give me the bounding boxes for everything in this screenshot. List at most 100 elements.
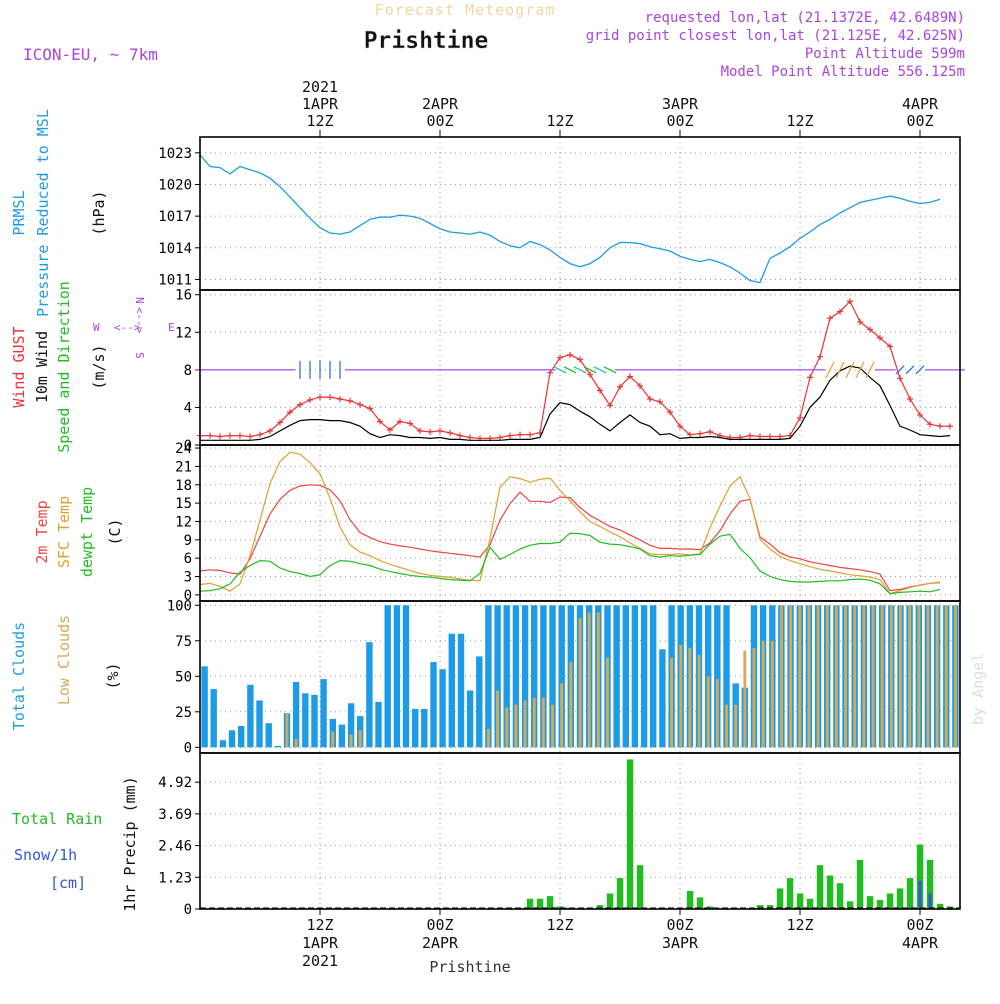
precip-ytick-label: 4.92: [158, 775, 192, 791]
gust-point: [927, 421, 933, 428]
compass-rose: N <--> S W <--> E: [93, 297, 175, 359]
low-cloud-bar: [358, 730, 362, 748]
total-cloud-bar: [302, 693, 309, 748]
pressure-ytick-label: 1017: [158, 209, 192, 225]
rain-bar: [836, 883, 844, 909]
gust-point: [577, 356, 583, 363]
low-cloud-bar: [715, 679, 719, 748]
total-cloud-bar: [439, 669, 446, 748]
wind-panel-labels: Wind GUST 10m Wind Speed and Direction (…: [10, 281, 175, 453]
wind-dir-arrow: [915, 365, 925, 375]
wind-ytick-label: 12: [175, 325, 192, 341]
gust-point: [247, 433, 253, 440]
rain-bar: [866, 896, 874, 909]
clouds-ytick-label: 75: [175, 634, 192, 650]
gust-point: [677, 423, 683, 430]
temp-panel: 0 3 6 9 12 15 18 21 24: [175, 441, 960, 604]
rain-bar: [796, 893, 804, 909]
low-cloud-bar: [670, 657, 673, 748]
gust-point: [397, 418, 403, 425]
wind-dir-arrow: [563, 366, 577, 374]
gust-point: [667, 409, 673, 416]
snow-bar: [918, 880, 922, 909]
precip-ytick-label: 2.46: [158, 839, 192, 855]
total-cloud-bar: [476, 656, 483, 748]
gust-point: [467, 434, 473, 441]
temp-frame: [199, 444, 961, 602]
gust-point: [947, 423, 953, 430]
low-cloud-bar: [844, 605, 847, 748]
gust-point: [367, 405, 373, 412]
gust-point: [797, 414, 803, 421]
gust-point: [937, 423, 943, 430]
total-cloud-bar: [613, 605, 620, 748]
gust-line: [200, 300, 950, 439]
gust-point: [857, 318, 863, 325]
gust-point: [557, 354, 563, 361]
wind-10m-label: 10m Wind: [33, 331, 51, 403]
total-rain-label: Total Rain: [12, 810, 102, 828]
rain-bar: [636, 865, 644, 909]
low-cloud-bar: [926, 605, 930, 748]
temp-unit-label: (C): [106, 518, 124, 545]
gust-point: [307, 396, 313, 403]
gust-point: [417, 427, 423, 434]
plot-layer: 1011 1014 1017 1020 1023 0 4 8 12 16 0 3 6 9 12 15 18 21 2…: [158, 78, 965, 970]
point-altitude: Point Altitude 599m: [805, 46, 965, 62]
clouds-ytick-label: 25: [175, 705, 192, 721]
bottom-time-hour: 00Z: [906, 916, 933, 934]
low-cloud-bar: [578, 618, 582, 748]
gust-point: [917, 411, 923, 418]
total-cloud-bar: [650, 605, 657, 748]
total-cloud-bar: [430, 662, 437, 748]
temp-sfc-label: SFC Temp: [55, 496, 73, 568]
precip-ytick-label: 3.69: [158, 807, 192, 823]
gust-point: [517, 431, 523, 438]
gust-point: [827, 315, 833, 322]
low-cloud-bar: [780, 605, 783, 748]
gust-point: [597, 387, 603, 394]
low-cloud-bar: [935, 605, 939, 748]
total-cloud-bar: [549, 605, 556, 748]
precip-ytick-label: 1.23: [158, 870, 192, 886]
total-cloud-bar: [512, 605, 520, 748]
gust-point: [897, 375, 903, 382]
gust-point: [437, 427, 443, 434]
low-cloud-bar: [761, 640, 765, 748]
rain-bar: [606, 893, 614, 909]
rain-bar: [906, 878, 914, 909]
gust-point: [457, 432, 463, 439]
gust-point: [847, 298, 853, 305]
gust-point: [887, 343, 893, 350]
rain-bar: [786, 878, 794, 909]
wind-ytick-label: 16: [175, 288, 192, 304]
rain-bar: [706, 906, 714, 909]
total-cloud-bar: [311, 694, 318, 748]
temp-2m-label: 2m Temp: [33, 500, 51, 563]
precip-ytick-label: 0: [184, 902, 192, 918]
rain-bar: [806, 898, 814, 909]
gust-point: [347, 397, 353, 404]
rain-bar: [546, 896, 554, 909]
pressure-ytick-label: 1014: [158, 241, 192, 257]
top-time-hour: 00Z: [426, 112, 453, 130]
gust-point: [207, 432, 213, 439]
temp-ytick-label: 6: [184, 551, 192, 567]
rain-bar: [756, 905, 764, 909]
top-time-hour: 12Z: [546, 112, 573, 130]
total-cloud-bar: [640, 605, 648, 748]
gust-point: [867, 326, 873, 333]
total-cloud-bar: [448, 633, 455, 748]
low-cloud-bar: [899, 605, 902, 748]
clouds-ytick-label: 100: [167, 598, 192, 614]
rain-bar: [826, 875, 834, 909]
top-time-hour: 12Z: [786, 112, 813, 130]
gust-point: [777, 433, 783, 440]
temp-ytick-label: 3: [184, 570, 192, 586]
gust-point: [377, 418, 383, 425]
total-cloud-bar: [485, 605, 492, 748]
grid-point-coords: grid point closest lon,lat (21.125E, 42.…: [586, 28, 965, 44]
total-cloud-bar: [631, 605, 639, 748]
wind-dir-arrow: [835, 361, 845, 379]
